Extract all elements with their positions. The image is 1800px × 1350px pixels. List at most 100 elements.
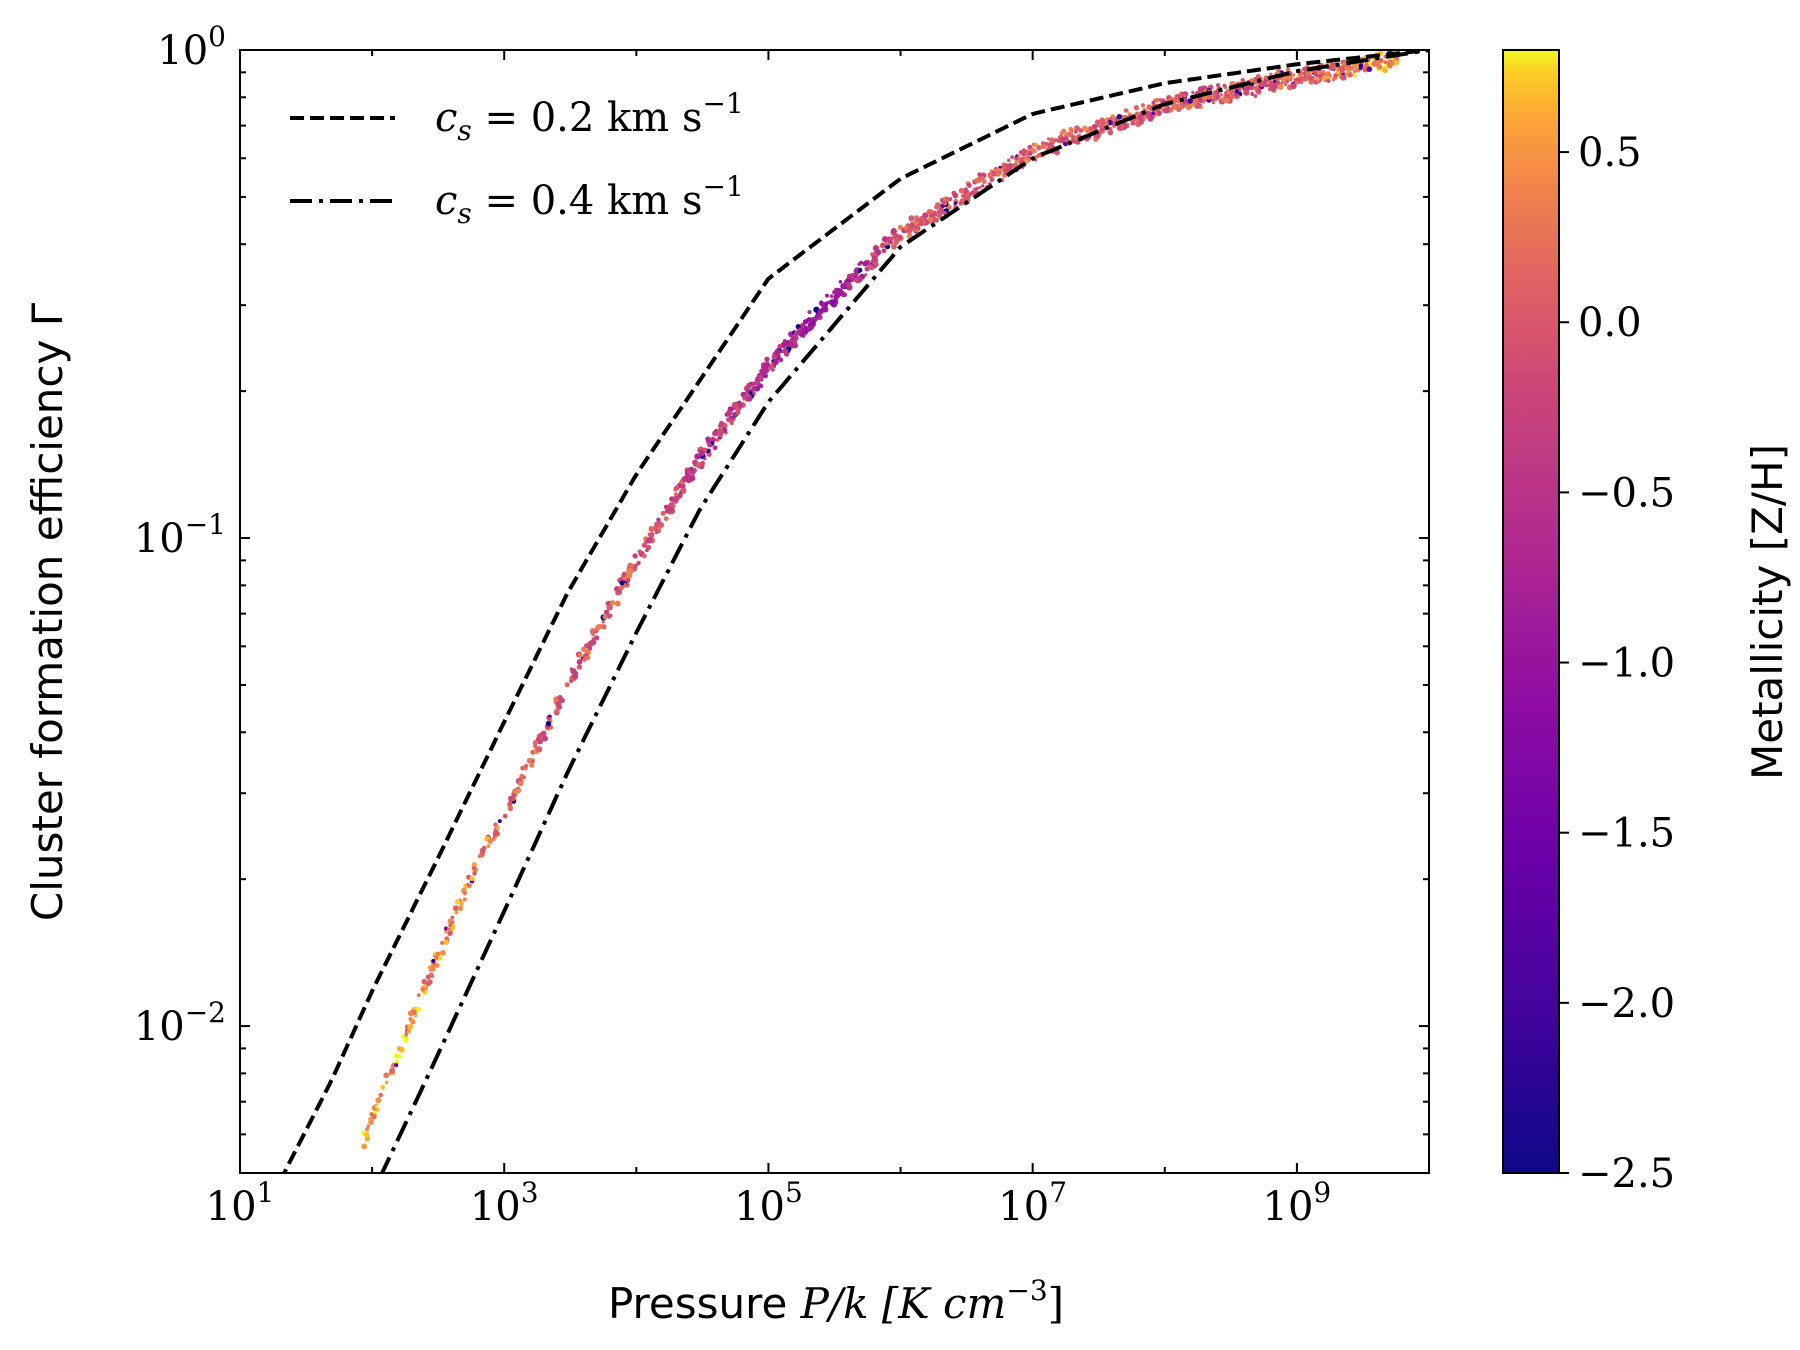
scatter-point: [958, 187, 965, 194]
scatter-point: [784, 351, 790, 357]
scatter-point: [846, 273, 852, 279]
scatter-point: [1302, 66, 1307, 72]
scatter-point: [1073, 129, 1078, 134]
scatter-point: [1140, 103, 1145, 108]
scatter-point: [420, 987, 425, 992]
scatter-point: [457, 905, 464, 911]
scatter-point: [559, 697, 565, 704]
scatter-point: [712, 430, 719, 437]
scatter-point: [1294, 80, 1299, 85]
scatter-point: [450, 920, 455, 925]
scatter-point: [914, 215, 919, 220]
scatter-point: [375, 1097, 382, 1104]
scatter-point: [745, 392, 749, 396]
scatter-point: [532, 740, 539, 746]
scatter-point: [838, 280, 843, 284]
scatter-point: [383, 1072, 390, 1079]
scatter-point: [1358, 63, 1364, 69]
scatter-point: [469, 875, 475, 882]
scatter-point: [763, 373, 768, 379]
scatter-point: [922, 212, 929, 219]
scatter-point: [970, 190, 975, 196]
scatter-point: [1253, 94, 1258, 98]
scatter-point: [718, 428, 724, 435]
scatter-point: [1049, 137, 1055, 143]
scatter-point: [973, 178, 979, 183]
scatter-point: [1182, 104, 1186, 108]
plot-frame: [239, 49, 1430, 1174]
colorbar-tick-label: −1.0: [1578, 641, 1675, 687]
scatter-point: [832, 290, 837, 294]
scatter-point: [694, 453, 701, 460]
scatter-point: [401, 1034, 406, 1039]
series-line-cs-0.2: [281, 50, 1429, 1173]
colorbar-tick-label: −0.5: [1578, 470, 1675, 516]
scatter-point: [913, 224, 920, 231]
scatter-point: [545, 721, 552, 727]
scatter-point: [425, 974, 431, 980]
scatter-point: [569, 667, 573, 671]
scatter-point: [1348, 72, 1353, 78]
scatter-point: [963, 188, 969, 194]
scatter-point: [1322, 75, 1328, 81]
scatter-point: [989, 177, 995, 183]
scatter-point: [1333, 73, 1338, 78]
scatter-point: [960, 194, 965, 198]
scatter-point: [1182, 93, 1187, 98]
scatter-point: [1151, 100, 1155, 105]
scatter-point: [864, 273, 868, 277]
scatter-point: [601, 620, 605, 624]
scatter-point: [771, 368, 775, 372]
x-axis-title-math: P/k [K cm: [800, 1279, 1007, 1328]
scatter-point: [491, 836, 496, 842]
scatter-point: [793, 330, 800, 337]
scatter-point: [487, 838, 493, 844]
scatter-point: [1199, 105, 1203, 109]
scatter-point: [394, 1063, 399, 1068]
scatter-point: [1315, 76, 1320, 81]
scatter-point: [913, 220, 919, 226]
scatter-point: [1197, 86, 1205, 93]
scatter-point: [1178, 104, 1184, 109]
scatter-point: [1015, 157, 1019, 161]
scatter-point: [1352, 70, 1357, 74]
scatter-point: [718, 423, 723, 429]
scatter-point: [440, 950, 446, 956]
scatter-point: [1033, 142, 1038, 148]
scatter-point: [933, 217, 940, 223]
scatter-point: [754, 385, 761, 392]
colorbar-tick-label: −2.0: [1578, 981, 1675, 1027]
scatter-point: [396, 1046, 402, 1052]
scatter-point: [582, 657, 587, 662]
scatter-point: [492, 829, 500, 837]
scatter-point: [434, 963, 440, 968]
x-axis-title-text: Pressure: [608, 1279, 801, 1328]
scatter-point: [808, 317, 813, 323]
scatter-point: [554, 708, 559, 713]
scatter-point: [576, 659, 583, 665]
scatter-point: [1215, 94, 1221, 100]
scatter-point: [657, 526, 662, 531]
scatter-point: [394, 1059, 399, 1065]
scatter-point: [1061, 136, 1065, 141]
scatter-point: [1193, 99, 1198, 104]
legend-entry-0.2: cs = 0.2 km s−1: [435, 87, 744, 147]
scatter-point: [389, 1067, 395, 1074]
scatter-point: [870, 252, 875, 257]
scatter-point: [1010, 155, 1014, 160]
scatter-point: [1078, 128, 1084, 133]
scatter-point: [881, 243, 885, 247]
scatter-point: [819, 300, 824, 305]
scatter-point: [774, 349, 781, 356]
scatter-point: [1252, 78, 1259, 85]
scatter-point: [411, 1009, 417, 1016]
scatter-point: [364, 1127, 370, 1132]
scatter-point: [1220, 97, 1226, 103]
scatter-point: [881, 248, 887, 254]
scatter-point: [807, 310, 812, 315]
scatter-point: [827, 300, 832, 305]
scatter-point: [507, 805, 514, 811]
legend: cs = 0.2 km s−1 cs = 0.4 km s−1: [290, 87, 744, 230]
scatter-point: [845, 282, 852, 288]
scatter-point: [529, 762, 535, 768]
